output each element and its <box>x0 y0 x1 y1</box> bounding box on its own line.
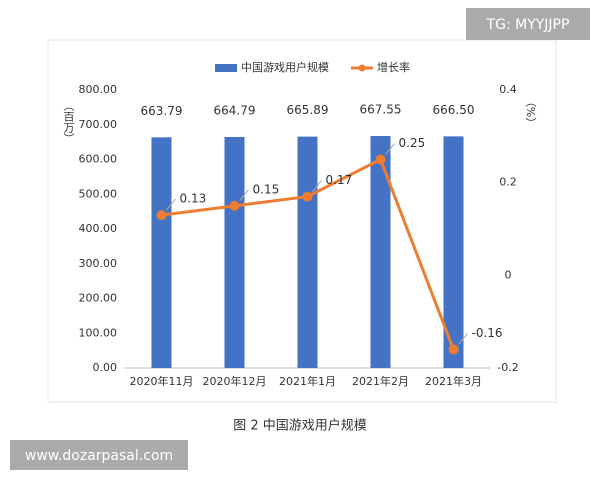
leader-line <box>458 333 468 345</box>
y-tick-label: 0.00 <box>93 361 118 374</box>
watermark-box <box>466 8 590 40</box>
legend-label: 中国游戏用户规模 <box>241 60 329 74</box>
watermark: TG: MYYJJPP <box>486 17 570 33</box>
legend-label: 增长率 <box>377 60 410 74</box>
bar <box>370 136 391 368</box>
watermark-box <box>10 440 188 470</box>
y2-tick-label: 0.2 <box>499 176 517 189</box>
y-tick-label: 700.00 <box>79 118 118 131</box>
line-value-label: 0.13 <box>180 192 207 206</box>
line-point <box>229 200 240 211</box>
line-point <box>302 191 313 202</box>
bar <box>224 136 245 368</box>
y2-tick-label: 0.4 <box>499 83 517 96</box>
y2-tick-label: -0.2 <box>497 361 518 374</box>
line-value-label: 0.25 <box>399 136 426 150</box>
y-tick-label: 500.00 <box>79 187 118 200</box>
x-tick-label: 2020年12月 <box>203 374 267 388</box>
line-value-label: 0.17 <box>326 173 353 187</box>
bar-value-label: 667.55 <box>360 103 402 117</box>
bar <box>297 136 318 368</box>
line-point <box>375 154 386 165</box>
bar-value-label: 665.89 <box>287 103 329 117</box>
bar-value-label: 663.79 <box>141 104 183 118</box>
x-tick-label: 2021年3月 <box>425 374 482 388</box>
line-value-label: -0.16 <box>472 326 503 340</box>
watermark: www.dozarpasal.com <box>25 448 173 464</box>
leader-line <box>312 180 322 192</box>
leader-line <box>166 198 176 211</box>
y-tick-label: 200.00 <box>79 292 118 305</box>
y-axis-label: （百万） <box>62 100 75 144</box>
y2-axis-label: （%） <box>524 96 537 128</box>
y-tick-label: 300.00 <box>79 257 118 270</box>
leader-line <box>385 143 395 155</box>
x-tick-label: 2021年1月 <box>279 374 336 388</box>
y-tick-label: 800.00 <box>79 83 118 96</box>
bar-value-label: 666.50 <box>433 103 475 117</box>
x-tick-label: 2021年2月 <box>352 374 409 388</box>
y-tick-label: 600.00 <box>79 153 118 166</box>
bar-value-label: 664.79 <box>214 103 256 117</box>
y-tick-label: 400.00 <box>79 222 118 235</box>
caption: 图 2 中国游戏用户规模 <box>233 418 367 434</box>
bar <box>151 137 172 368</box>
legend-swatch <box>215 64 237 72</box>
legend-swatch <box>358 64 366 72</box>
line-value-label: 0.15 <box>253 182 280 196</box>
y2-tick-label: 0 <box>505 268 512 281</box>
line-point <box>448 344 459 355</box>
x-tick-label: 2020年11月 <box>130 374 194 388</box>
bar <box>443 136 464 368</box>
leader-line <box>239 189 249 202</box>
line-point <box>156 210 167 221</box>
y-tick-label: 100.00 <box>79 326 118 339</box>
